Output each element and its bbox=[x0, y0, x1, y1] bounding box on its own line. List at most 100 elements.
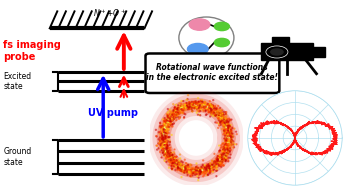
Circle shape bbox=[214, 38, 229, 47]
Point bbox=[214, 107, 219, 110]
Point bbox=[178, 169, 183, 172]
Point bbox=[210, 110, 216, 113]
Point bbox=[196, 170, 201, 173]
Point bbox=[225, 124, 230, 127]
Point bbox=[164, 151, 170, 154]
Point bbox=[164, 144, 169, 147]
Point bbox=[205, 165, 210, 168]
Point bbox=[170, 119, 175, 122]
Point bbox=[178, 108, 184, 111]
Point bbox=[165, 141, 170, 144]
Point bbox=[234, 133, 239, 136]
Point bbox=[220, 113, 225, 116]
Point bbox=[227, 147, 233, 150]
Point bbox=[158, 126, 163, 129]
Point bbox=[228, 139, 233, 142]
Point bbox=[175, 115, 181, 119]
Point bbox=[192, 170, 197, 174]
Point bbox=[173, 162, 179, 165]
Point bbox=[217, 107, 223, 110]
Point bbox=[210, 166, 216, 169]
Point bbox=[221, 147, 227, 150]
Point bbox=[175, 111, 181, 114]
Point bbox=[226, 150, 232, 153]
Point bbox=[191, 101, 197, 104]
Point bbox=[162, 137, 168, 140]
Point bbox=[171, 117, 177, 120]
Point bbox=[206, 103, 212, 106]
Point bbox=[230, 135, 236, 138]
Point bbox=[166, 119, 172, 122]
Point bbox=[175, 167, 180, 170]
Point bbox=[213, 108, 219, 111]
Point bbox=[190, 104, 196, 107]
Point bbox=[225, 160, 231, 163]
Point bbox=[225, 127, 230, 130]
Point bbox=[223, 160, 228, 163]
Point bbox=[217, 162, 223, 165]
Point bbox=[175, 107, 181, 110]
Point bbox=[161, 140, 166, 143]
Point bbox=[192, 173, 198, 176]
Point bbox=[183, 113, 188, 116]
Point bbox=[197, 104, 202, 107]
Point bbox=[204, 163, 209, 166]
Point bbox=[214, 111, 220, 114]
Point bbox=[225, 122, 230, 125]
Point bbox=[169, 112, 174, 115]
Point bbox=[230, 135, 235, 138]
Point bbox=[169, 153, 175, 156]
Point bbox=[162, 122, 167, 125]
Point bbox=[159, 137, 164, 140]
Point bbox=[211, 160, 217, 163]
Point bbox=[181, 100, 186, 103]
Point bbox=[193, 166, 199, 169]
Point bbox=[182, 158, 187, 161]
Point bbox=[190, 103, 195, 106]
Point bbox=[170, 123, 175, 126]
Point bbox=[193, 167, 199, 170]
Point bbox=[171, 159, 176, 162]
Point bbox=[224, 153, 230, 156]
Point bbox=[216, 162, 221, 165]
Point bbox=[210, 165, 216, 168]
FancyBboxPatch shape bbox=[261, 43, 313, 60]
Point bbox=[186, 107, 192, 110]
Point bbox=[206, 111, 211, 114]
Point bbox=[194, 165, 200, 168]
Point bbox=[191, 168, 196, 171]
Point bbox=[177, 112, 183, 115]
Point bbox=[211, 162, 217, 165]
Point bbox=[223, 112, 229, 115]
Point bbox=[175, 169, 180, 172]
Point bbox=[218, 154, 224, 157]
Point bbox=[218, 114, 223, 117]
Point bbox=[217, 164, 223, 167]
Point bbox=[225, 130, 230, 133]
Point bbox=[172, 160, 178, 163]
Point bbox=[223, 150, 228, 153]
Point bbox=[159, 149, 164, 152]
Point bbox=[167, 149, 172, 152]
Point bbox=[171, 113, 176, 116]
Point bbox=[230, 134, 235, 137]
Point bbox=[180, 169, 185, 172]
Point bbox=[224, 151, 230, 154]
Point bbox=[217, 160, 223, 163]
Point bbox=[223, 132, 229, 135]
Point bbox=[196, 106, 202, 109]
Point bbox=[175, 112, 181, 115]
Point bbox=[214, 169, 219, 172]
Point bbox=[216, 161, 221, 164]
Point bbox=[185, 168, 191, 171]
Point bbox=[214, 161, 219, 164]
Point bbox=[162, 154, 168, 157]
Point bbox=[225, 146, 230, 149]
Point bbox=[171, 160, 176, 163]
Point bbox=[226, 124, 232, 127]
Point bbox=[163, 136, 168, 139]
Point bbox=[186, 101, 192, 104]
Point bbox=[162, 137, 168, 140]
Point bbox=[181, 108, 186, 111]
Point bbox=[183, 167, 189, 170]
